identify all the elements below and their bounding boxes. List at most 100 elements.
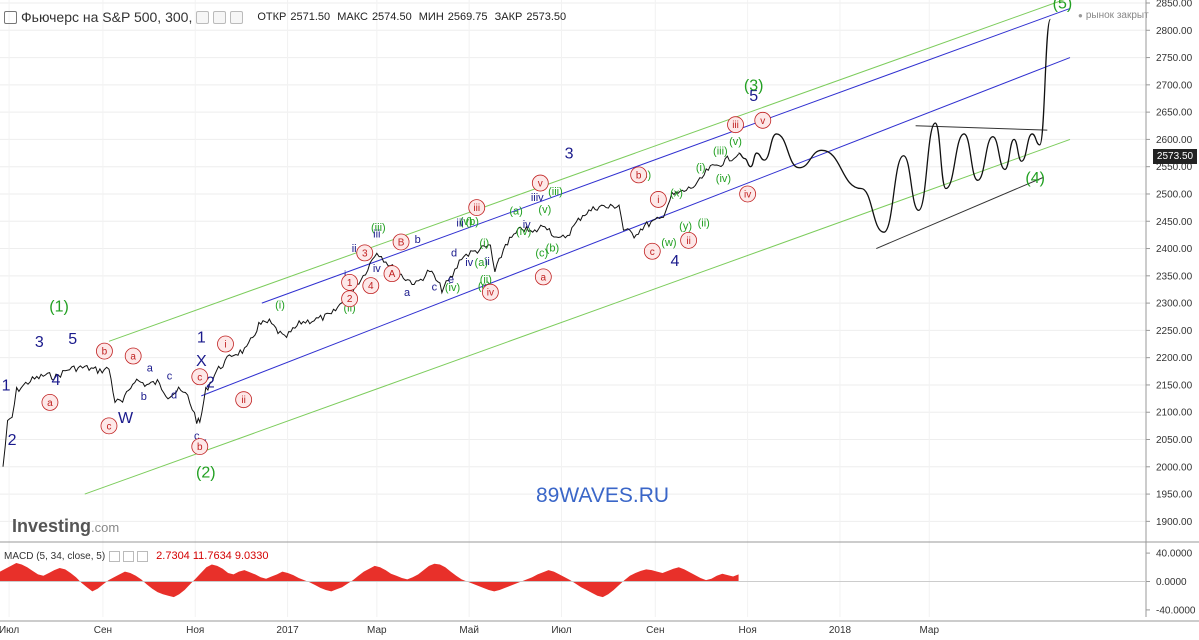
- circled-wave-label: i: [217, 335, 234, 353]
- wave-label: e: [448, 274, 454, 286]
- settings-icon[interactable]: [196, 10, 210, 24]
- triangle-lower-line: [876, 177, 1043, 249]
- svg-text:B: B: [398, 237, 405, 248]
- wave-label: (i): [696, 162, 706, 174]
- svg-text:ii: ii: [241, 395, 245, 406]
- wave-label: 1: [197, 329, 206, 346]
- x-tick-label: 2018: [829, 625, 852, 636]
- circled-wave-label: 4: [362, 277, 380, 295]
- wave-label: (a): [509, 206, 522, 218]
- close-value: 2573.50: [526, 11, 567, 23]
- y-tick-label: 2300.00: [1156, 299, 1193, 310]
- wave-label: (2): [196, 465, 216, 482]
- wave-label: (b): [546, 242, 559, 254]
- x-tick-label: Май: [459, 625, 479, 636]
- circled-wave-label: 1: [341, 273, 359, 291]
- macd-tick-label: 40.0000: [1156, 549, 1193, 560]
- wave-label: iv: [373, 263, 381, 275]
- low-label: МИН: [418, 11, 444, 23]
- y-tick-label: 1950.00: [1156, 490, 1193, 501]
- svg-text:c: c: [650, 247, 655, 258]
- wave-label: iii: [456, 218, 463, 230]
- wave-label: (i): [479, 237, 489, 249]
- macd-histogram: [0, 563, 739, 598]
- svg-text:v: v: [538, 179, 543, 190]
- svg-text:c: c: [106, 421, 111, 432]
- wave-label: (v): [538, 204, 551, 216]
- open-value: 2571.50: [290, 11, 331, 23]
- svg-text:iii: iii: [473, 203, 480, 214]
- wave-label: d: [171, 390, 177, 402]
- svg-text:iii: iii: [732, 120, 739, 131]
- circled-wave-label: i: [649, 191, 667, 208]
- y-tick-label: 2400.00: [1156, 244, 1193, 255]
- macd-visibility-icon[interactable]: [123, 550, 135, 562]
- market-status: рынок закрыт: [1078, 10, 1149, 21]
- circled-wave-label: v: [531, 174, 549, 192]
- macd-panel: 40.0000 0.0000 -40.0000: [0, 549, 1196, 616]
- svg-text:i: i: [657, 195, 659, 206]
- svg-text:b: b: [102, 347, 108, 358]
- wave-label: iiiv: [531, 192, 544, 204]
- y-tick-label: 2050.00: [1156, 435, 1193, 446]
- svg-text:3: 3: [362, 248, 368, 259]
- ohlc-readout: ОТКР 2571.50 МАКС 2574.50 МИН 2569.75 ЗАКР 2…: [257, 11, 570, 23]
- channel-green-lower: [84, 138, 1071, 495]
- svg-text:c: c: [197, 372, 202, 383]
- investing-logo: Investing.com: [12, 516, 119, 537]
- svg-text:1: 1: [347, 278, 353, 289]
- x-tick-label: Июл: [0, 625, 19, 636]
- wave-label: (5): [1053, 0, 1073, 12]
- wave-label: (v): [460, 216, 473, 228]
- circled-wave-label: 3: [356, 244, 374, 262]
- circled-wave-label: c: [191, 368, 209, 386]
- wave-label: (iii): [371, 222, 386, 234]
- svg-text:a: a: [130, 352, 136, 363]
- svg-text:iv: iv: [744, 189, 751, 200]
- circled-wave-label: ii: [235, 391, 253, 409]
- x-tick-label: Июл: [551, 625, 571, 636]
- wave-label: (x): [670, 188, 683, 200]
- circled-wave-label: b: [96, 342, 113, 360]
- y-tick-label: 2250.00: [1156, 326, 1193, 337]
- macd-settings-icon[interactable]: [109, 550, 121, 562]
- wave-label: 4: [52, 372, 61, 389]
- y-tick-label: 2500.00: [1156, 189, 1193, 200]
- circled-wave-label: iii: [468, 199, 486, 217]
- y-tick-label: 1900.00: [1156, 517, 1193, 528]
- close-label: ЗАКР: [494, 11, 523, 23]
- macd-close-icon[interactable]: [137, 550, 149, 562]
- x-tick-label: Мар: [367, 625, 387, 636]
- svg-text:b: b: [636, 170, 642, 181]
- wave-label: (iv): [445, 282, 460, 294]
- elliott-channels: [84, 0, 1071, 495]
- macd-tick-label: 0.0000: [1156, 577, 1187, 588]
- y-tick-label: 2100.00: [1156, 408, 1193, 419]
- wave-label: c: [432, 282, 438, 294]
- wave-label: (w): [661, 237, 676, 249]
- x-tick-label: Сен: [646, 625, 664, 636]
- y-tick-label: 2850.00: [1156, 0, 1193, 10]
- wave-label: 2: [8, 432, 17, 449]
- y-tick-label: 2200.00: [1156, 353, 1193, 364]
- channel-blue-upper: [261, 7, 1071, 304]
- close-icon[interactable]: [230, 10, 244, 24]
- channel-green-upper: [108, 0, 1065, 342]
- y-tick-label: 2150.00: [1156, 380, 1193, 391]
- svg-text:i: i: [224, 340, 226, 351]
- high-value: 2574.50: [371, 11, 412, 23]
- wave-label: X: [196, 353, 207, 370]
- y-tick-label: 2800.00: [1156, 26, 1193, 37]
- circled-wave-label: v: [754, 111, 772, 129]
- chart-icon[interactable]: [4, 10, 17, 24]
- watermark: 89WAVES.RU: [536, 484, 670, 507]
- circled-wave-label: A: [383, 265, 401, 283]
- visibility-icon[interactable]: [213, 10, 227, 24]
- y-tick-label: 2650.00: [1156, 108, 1193, 119]
- wave-label: (i): [275, 300, 285, 312]
- wave-label: (y): [679, 220, 692, 232]
- x-tick-label: 2017: [276, 625, 299, 636]
- wave-label: (3): [744, 77, 764, 94]
